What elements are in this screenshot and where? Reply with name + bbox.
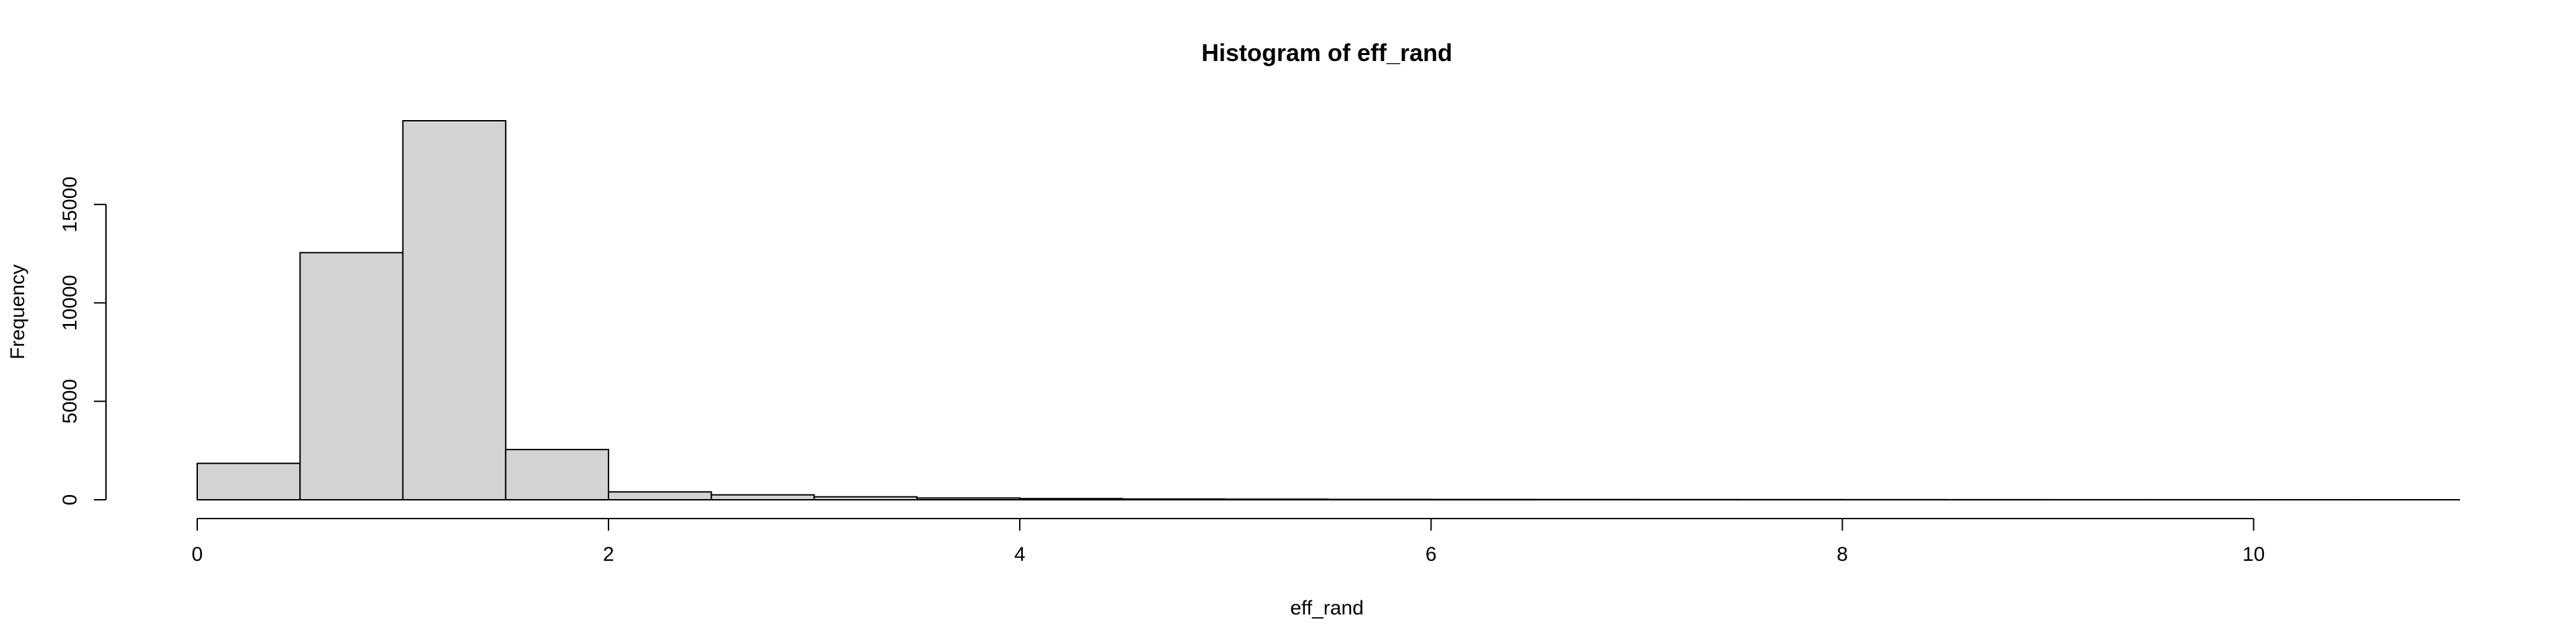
y-tick-label: 15000 xyxy=(59,176,81,232)
chart-title: Histogram of eff_rand xyxy=(1201,39,1452,66)
y-axis-title: Frequency xyxy=(7,264,29,360)
histogram-bar xyxy=(197,462,301,500)
y-tick-label: 10000 xyxy=(59,275,81,331)
histogram-bar xyxy=(1224,498,1330,501)
x-tick-label: 8 xyxy=(1837,543,1848,566)
histogram-bar xyxy=(402,120,506,500)
histogram-bar xyxy=(608,491,712,501)
x-axis-title: eff_rand xyxy=(1290,597,1364,619)
y-tick-label: 5000 xyxy=(59,379,81,424)
histogram-bar xyxy=(1019,498,1124,500)
histogram-bar xyxy=(813,496,918,501)
x-tick-label: 0 xyxy=(192,543,203,566)
x-tick-label: 4 xyxy=(1014,543,1026,566)
histogram-bars xyxy=(197,120,2461,501)
histogram-bar xyxy=(1328,498,1432,500)
y-tick-label: 0 xyxy=(59,494,81,506)
histogram-bar xyxy=(916,497,1021,501)
x-tick-label: 2 xyxy=(603,543,614,566)
histogram-bar xyxy=(504,449,610,500)
x-tick-label: 10 xyxy=(2243,543,2265,566)
histogram-bar xyxy=(710,494,815,501)
histogram-bar xyxy=(299,252,404,500)
x-axis: 0 2 4 6 8 10 xyxy=(192,518,2265,566)
x-tick-label: 6 xyxy=(1426,543,1437,566)
histogram-bar xyxy=(1122,498,1226,501)
y-axis: 0 5000 10000 15000 xyxy=(59,176,107,506)
